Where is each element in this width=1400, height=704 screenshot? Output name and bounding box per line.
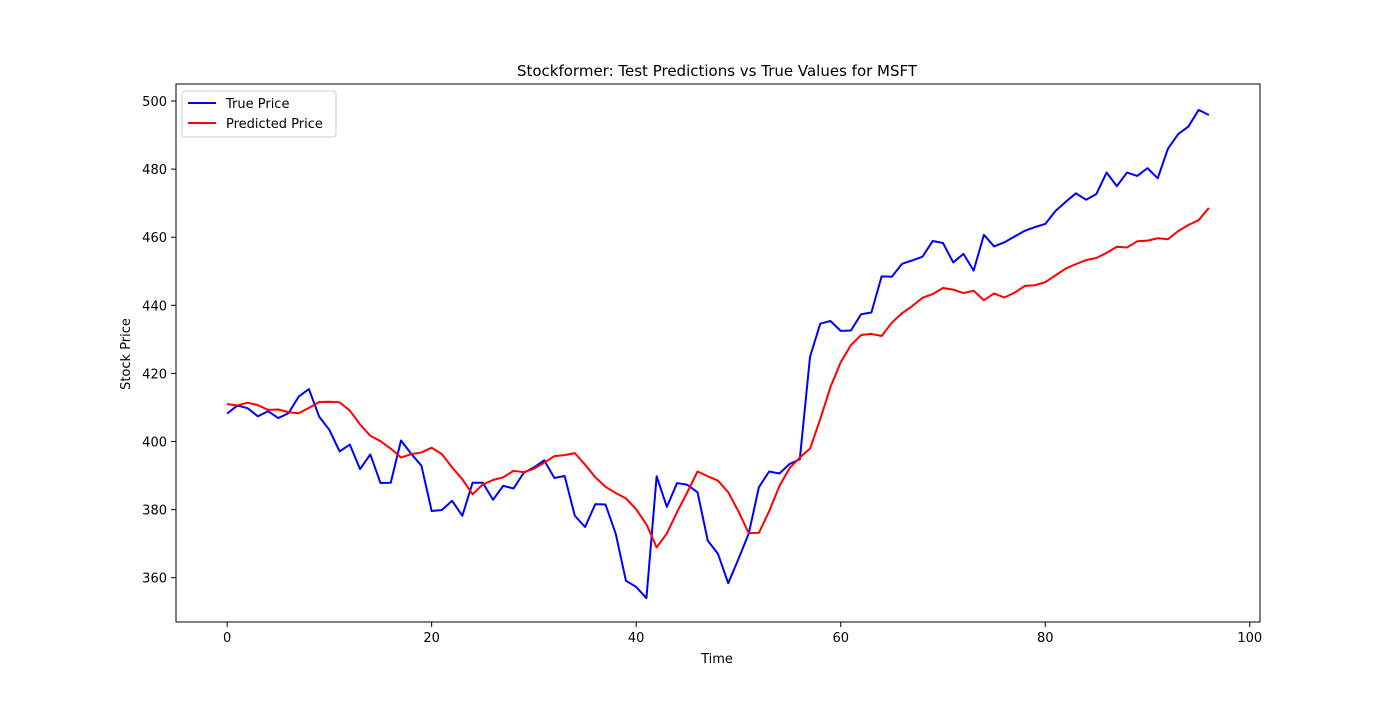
x-axis-label: Time [700, 652, 733, 667]
y-axis-ticks: 360 380 400 420 440 460 480 500 [142, 95, 176, 587]
y-tick-label: 440 [142, 299, 167, 314]
x-tick-label: 100 [1237, 631, 1262, 646]
true-price-line [226, 108, 1210, 600]
x-tick-label: 20 [423, 631, 440, 646]
y-tick-label: 400 [142, 436, 167, 451]
y-axis-label: Stock Price [119, 318, 134, 390]
y-tick-label: 420 [142, 367, 167, 382]
x-axis-ticks: 0 20 40 60 80 100 [223, 622, 1262, 646]
y-tick-label: 360 [142, 572, 167, 587]
legend: True Price Predicted Price [181, 90, 337, 138]
legend-box [181, 90, 337, 138]
y-tick-label: 480 [142, 163, 167, 178]
x-tick-label: 0 [223, 631, 231, 646]
predicted-price-line [226, 207, 1210, 549]
axes-frame [175, 83, 1261, 623]
plot-area [226, 108, 1210, 600]
y-tick-label: 500 [142, 95, 167, 110]
y-tick-label: 380 [142, 504, 167, 519]
x-tick-label: 60 [832, 631, 849, 646]
x-tick-label: 80 [1037, 631, 1054, 646]
x-tick-label: 40 [628, 631, 645, 646]
y-tick-label: 460 [142, 231, 167, 246]
legend-predicted-price-label: Predicted Price [226, 117, 323, 132]
legend-true-price-label: True Price [225, 97, 289, 112]
chart-title: Stockformer: Test Predictions vs True Va… [517, 62, 918, 80]
